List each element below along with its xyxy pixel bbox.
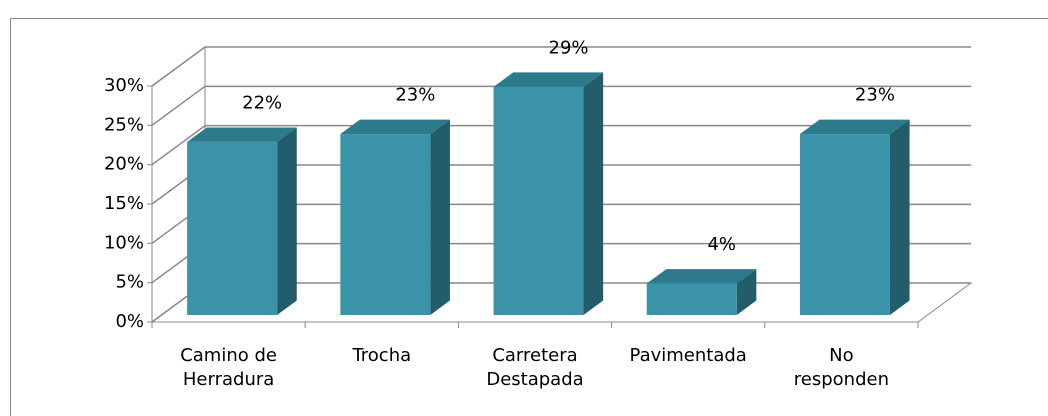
x-tick-label: Camino de Herradura bbox=[180, 345, 277, 390]
bar bbox=[340, 134, 431, 315]
value-label: 23% bbox=[395, 85, 435, 106]
value-label: 29% bbox=[549, 37, 589, 58]
y-tick-label: 5% bbox=[115, 272, 144, 293]
y-tick-label: 10% bbox=[104, 232, 144, 253]
bar bbox=[187, 141, 278, 315]
bar-side bbox=[736, 269, 757, 315]
bar-side bbox=[583, 72, 604, 315]
bar bbox=[646, 283, 737, 315]
x-tick-label: Carretera Destapada bbox=[486, 345, 584, 390]
bar-top bbox=[493, 72, 604, 87]
value-label: 22% bbox=[242, 92, 282, 113]
grid-line bbox=[151, 46, 971, 87]
grid-line bbox=[151, 124, 971, 166]
bar bbox=[799, 134, 890, 315]
bar-side bbox=[430, 119, 450, 315]
y-tick-label: 25% bbox=[104, 114, 144, 135]
bar-top bbox=[799, 119, 910, 135]
bar-top bbox=[646, 269, 757, 284]
bar-top bbox=[187, 127, 297, 142]
y-tick-label: 15% bbox=[104, 193, 144, 214]
x-tick-label: Trocha bbox=[352, 345, 412, 366]
frame bbox=[10, 18, 1048, 416]
value-label: 4% bbox=[707, 234, 736, 255]
bar-top bbox=[340, 119, 450, 135]
y-tick-label: 0% bbox=[115, 311, 144, 332]
bar-side bbox=[277, 127, 297, 315]
bar-side bbox=[889, 119, 910, 315]
y-tick-label: 30% bbox=[104, 75, 144, 96]
grid-line bbox=[151, 85, 971, 126]
value-label: 23% bbox=[855, 85, 895, 106]
bar bbox=[493, 86, 584, 315]
x-tick-label: No responden bbox=[793, 345, 889, 390]
x-tick-label: Pavimentada bbox=[629, 345, 747, 366]
y-tick-label: 20% bbox=[104, 154, 144, 175]
